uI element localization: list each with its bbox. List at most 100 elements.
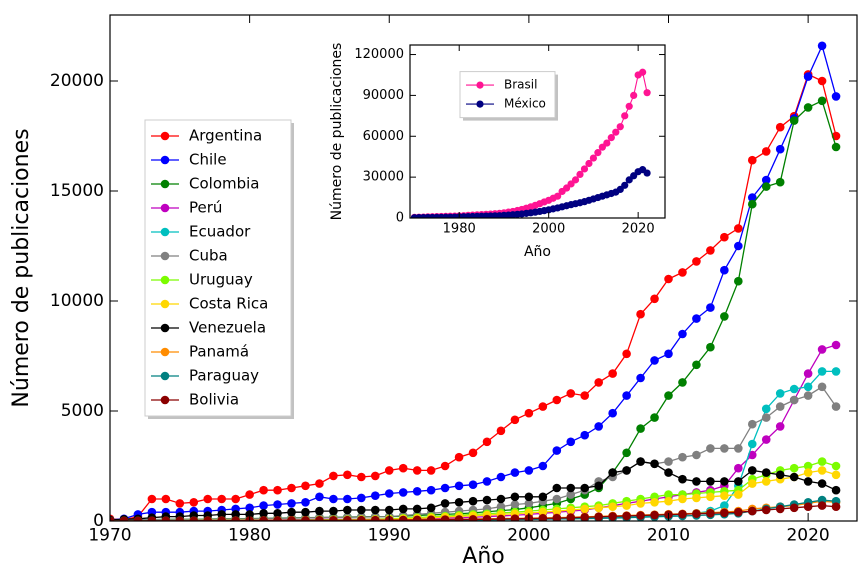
data-point [412,515,422,521]
data-point [217,516,226,521]
plot [410,68,651,218]
data-point [189,516,199,521]
data-point [692,257,701,266]
data-point [496,502,506,512]
y-tick-label: 0 [93,511,104,531]
data-point [133,516,143,521]
data-point [831,340,841,350]
data-point [175,516,185,521]
data-point [566,483,576,493]
data-point [370,471,380,481]
data-point [343,515,352,521]
data-point [761,404,771,414]
data-point [706,444,715,453]
legend-label: Bolivia [189,391,239,409]
data-point [175,499,185,508]
legend-label: Ecuador [189,223,251,241]
data-point [622,448,631,458]
data-point [643,169,651,177]
data-point [706,303,715,312]
data-point [678,509,687,519]
x-tick-label: 2020 [622,222,655,237]
data-point [720,232,729,242]
data-point [630,91,638,100]
data-point [747,193,757,202]
data-point [510,415,520,425]
data-point [301,498,310,507]
data-point [398,463,408,473]
legend: Argentina Chile Colombia Perú Ecuador Cuba Uru… [144,119,294,419]
data-point [664,457,673,466]
data-point [678,329,687,339]
data-point [622,511,631,521]
data-point [329,494,338,504]
data-point [831,502,841,512]
data-point [594,149,602,157]
legend-label: Colombia [189,175,260,193]
data-point [664,391,673,400]
legend-marker [160,323,170,333]
data-point [706,342,715,352]
data-point [706,509,715,518]
data-point [468,496,478,506]
data-point [538,402,548,411]
data-point [496,494,506,504]
data-point [775,504,785,514]
data-point [357,505,366,515]
data-point [370,505,380,515]
data-point [454,452,464,462]
data-point [678,378,687,387]
data-point [315,506,324,516]
data-point [231,516,240,521]
data-point [734,490,743,499]
data-point [566,437,576,447]
data-point [370,515,380,521]
data-point [720,477,729,486]
data-point [775,402,785,411]
legend-label: Paraguay [189,367,259,385]
data-point [636,309,645,319]
data-point [468,448,478,458]
data-point [678,452,687,462]
data-point [301,507,310,517]
data-point [622,501,631,510]
x-tick-label: 2000 [532,222,565,237]
data-point [650,356,659,365]
data-point [454,515,464,521]
x-tick-label: 2020 [786,525,829,545]
data-point [803,461,813,471]
data-point [761,435,771,444]
data-point [747,199,757,209]
data-point [639,68,647,76]
data-point [510,514,520,521]
data-point [678,268,687,277]
legend-label: Costa Rica [189,295,268,313]
data-point [789,395,799,405]
data-point [831,92,841,101]
data-point [636,457,645,466]
data-point [734,241,743,251]
legend-label: Brasil [504,78,537,92]
data-point [231,494,240,504]
data-point [720,444,729,453]
legend-marker [476,81,484,89]
data-point [789,472,799,482]
legend-marker [476,100,484,108]
data-point [426,503,436,513]
data-point [440,515,450,521]
data-point [315,492,324,502]
data-point [217,494,227,504]
data-point [803,502,813,512]
data-point [110,516,115,521]
data-point [554,192,562,200]
data-point [678,494,687,504]
data-point [636,499,645,508]
y-tick-label: 120000 [354,47,404,62]
data-point [589,154,598,162]
y-tick-label: 5000 [61,401,104,421]
data-point [552,506,562,516]
data-point [524,499,534,508]
data-point [612,128,620,136]
data-point [566,505,576,515]
